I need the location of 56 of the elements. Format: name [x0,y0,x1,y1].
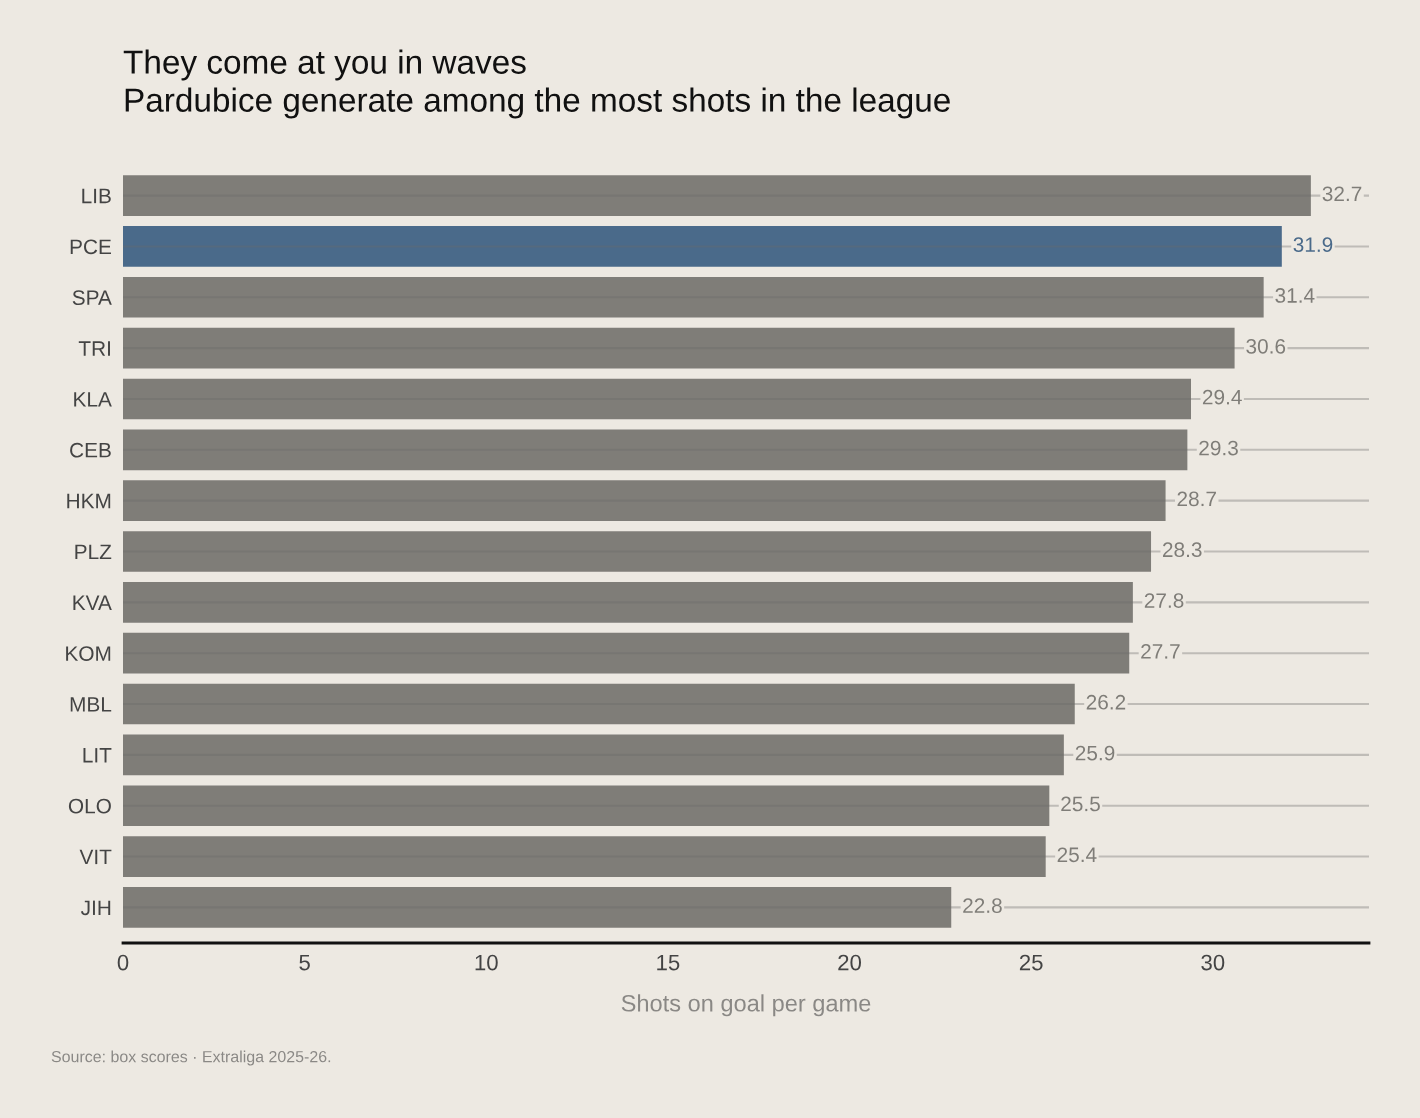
y-tick-label: VIT [79,849,112,865]
data-label: 29.3 [1199,440,1238,456]
bar [123,887,952,928]
data-label: 25.4 [1057,847,1097,863]
x-tick-label: 10 [475,954,498,971]
y-tick-label: SPA [72,290,112,306]
bar [123,226,1282,267]
y-tick-label: PLZ [75,544,112,560]
data-label: 25.5 [1061,796,1100,812]
bar [123,327,1235,369]
data-label: 26.2 [1086,694,1126,710]
data-label: 28.7 [1177,491,1216,507]
bar [123,836,1046,877]
y-tick-label: CEB [70,442,111,458]
data-label: 31.9 [1293,237,1333,253]
y-tick-label: KOM [66,646,111,661]
bar [123,785,1050,827]
x-tick-label: 20 [838,954,862,971]
data-label: 32.7 [1322,186,1362,202]
data-label: 31.4 [1275,288,1315,303]
y-tick-label: JIH [80,900,111,916]
bar [123,683,1075,725]
bar [123,378,1191,420]
y-tick-label: MBL [70,697,112,712]
bar [123,582,1133,623]
data-label: 27.7 [1141,644,1180,659]
chart-subtitle: Pardubice generate among the most shots in the league [125,87,950,119]
bar [123,632,1130,674]
bar [123,480,1166,521]
y-tick-label: HKM [67,493,111,509]
bar [123,429,1188,471]
data-label: 22.8 [963,898,1002,913]
data-label: 27.8 [1144,593,1184,608]
y-tick-label: OLO [68,798,111,814]
x-tick-label: 0 [117,954,129,971]
chart-title: They come at you in waves [123,49,526,81]
bar [123,734,1064,776]
bar [123,175,1311,216]
y-tick-label: KLA [74,392,112,407]
y-tick-label: PCE [70,239,111,255]
x-tick-label: 15 [657,954,680,971]
data-label: 25.9 [1075,745,1115,761]
x-tick-label: 30 [1201,954,1225,971]
bar [123,531,1152,572]
x-axis-title: Shots on goal per game [621,994,871,1017]
x-tick-label: 5 [299,954,310,971]
bar [123,276,1264,318]
x-tick-label: 25 [1019,954,1043,971]
data-label: 30.6 [1246,338,1286,354]
y-tick-label: KVA [73,595,112,610]
y-tick-label: LIB [82,188,111,204]
y-tick-label: TRI [78,341,110,356]
y-tick-label: LIT [83,748,112,763]
source-note: Source: box scores · Extraliga 2025-26. [51,1050,331,1066]
data-label: 28.3 [1162,542,1202,558]
data-label: 29.4 [1202,389,1242,405]
